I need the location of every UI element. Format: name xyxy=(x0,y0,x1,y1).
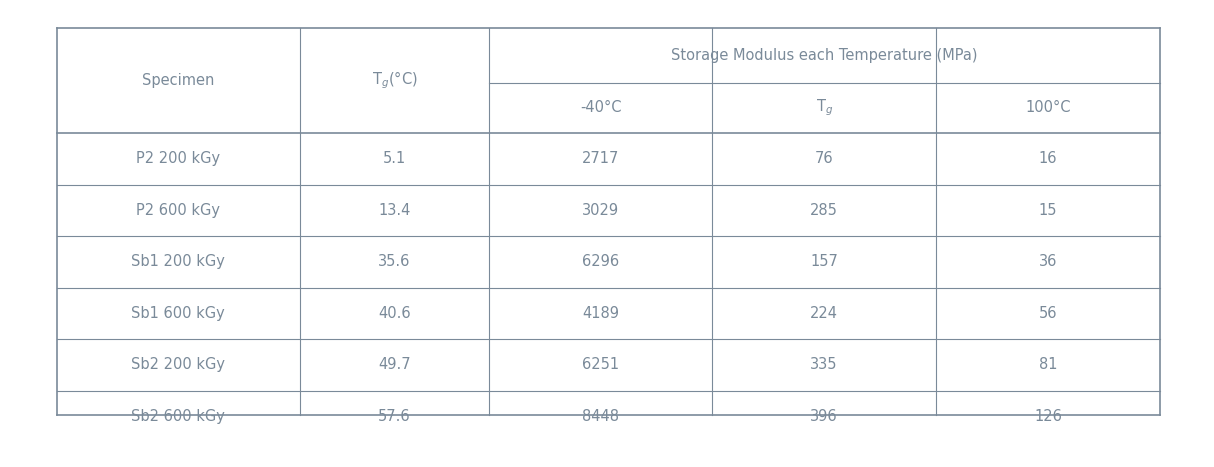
Text: Sb1 600 kGy: Sb1 600 kGy xyxy=(131,306,226,321)
Text: 396: 396 xyxy=(810,409,838,424)
Text: 13.4: 13.4 xyxy=(379,203,410,218)
Text: P2 200 kGy: P2 200 kGy xyxy=(136,151,221,166)
Text: 335: 335 xyxy=(811,357,838,372)
Text: 15: 15 xyxy=(1039,203,1057,218)
Text: 57.6: 57.6 xyxy=(379,409,410,424)
Text: Sb2 200 kGy: Sb2 200 kGy xyxy=(131,357,226,372)
Text: 285: 285 xyxy=(810,203,838,218)
Text: 157: 157 xyxy=(810,254,838,269)
Text: 6296: 6296 xyxy=(583,254,619,269)
Text: 76: 76 xyxy=(815,151,834,166)
Text: 49.7: 49.7 xyxy=(379,357,410,372)
Text: 3029: 3029 xyxy=(583,203,619,218)
Text: 126: 126 xyxy=(1034,409,1062,424)
Text: -40°C: -40°C xyxy=(580,100,622,115)
Text: 224: 224 xyxy=(810,306,838,321)
Text: Sb2 600 kGy: Sb2 600 kGy xyxy=(131,409,226,424)
Text: P2 600 kGy: P2 600 kGy xyxy=(136,203,220,218)
Text: T$_g$(°C): T$_g$(°C) xyxy=(371,70,418,92)
Text: 8448: 8448 xyxy=(583,409,619,424)
Text: 56: 56 xyxy=(1039,306,1057,321)
Text: 6251: 6251 xyxy=(583,357,619,372)
Text: 100°C: 100°C xyxy=(1026,100,1071,115)
Text: 35.6: 35.6 xyxy=(379,254,410,269)
Text: 36: 36 xyxy=(1039,254,1057,269)
Text: 2717: 2717 xyxy=(582,151,619,166)
Text: Sb1 200 kGy: Sb1 200 kGy xyxy=(131,254,226,269)
Text: 16: 16 xyxy=(1039,151,1057,166)
Text: Specimen: Specimen xyxy=(142,73,215,88)
Text: 4189: 4189 xyxy=(583,306,619,321)
Text: 40.6: 40.6 xyxy=(379,306,410,321)
Text: 5.1: 5.1 xyxy=(382,151,407,166)
Text: T$_g$: T$_g$ xyxy=(816,98,833,118)
Text: 81: 81 xyxy=(1039,357,1057,372)
Text: Storage Modulus each Temperature (MPa): Storage Modulus each Temperature (MPa) xyxy=(671,48,978,63)
